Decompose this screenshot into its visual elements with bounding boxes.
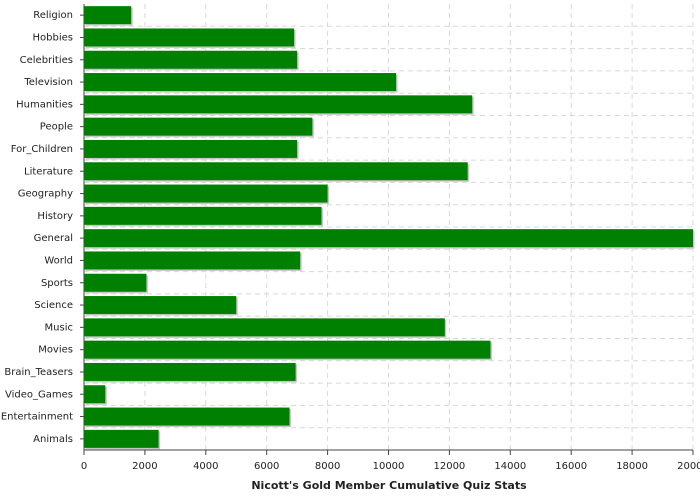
bar xyxy=(84,229,693,248)
y-tick-label: Religion xyxy=(33,10,73,21)
x-tick-label: 10000 xyxy=(373,461,405,472)
bar xyxy=(84,184,328,203)
y-tick-label: Humanities xyxy=(16,99,73,110)
x-tick-label: 16000 xyxy=(555,461,587,472)
y-tick-label: Science xyxy=(34,300,73,311)
x-tick-label: 14000 xyxy=(494,461,526,472)
bar xyxy=(84,318,445,337)
y-tick-label: History xyxy=(37,211,73,222)
y-tick-label: Music xyxy=(45,322,73,333)
y-tick-label: People xyxy=(40,122,73,133)
bar xyxy=(84,6,132,25)
x-tick-label: 18000 xyxy=(616,461,648,472)
bar xyxy=(84,273,147,292)
bar xyxy=(84,139,298,158)
y-tick-label: Geography xyxy=(18,189,73,200)
x-axis-label: Nicott's Gold Member Cumulative Quiz Sta… xyxy=(251,479,527,492)
x-tick-label: 12000 xyxy=(433,461,465,472)
bar xyxy=(84,50,298,69)
y-tick-label: General xyxy=(34,233,73,244)
x-tick-label: 0 xyxy=(81,461,87,472)
y-tick-label: Entertainment xyxy=(1,412,73,423)
bar xyxy=(84,28,295,47)
y-tick-label: World xyxy=(44,255,73,266)
bar xyxy=(84,340,491,359)
x-tick-label: 2000 xyxy=(132,461,157,472)
y-tick-label: Hobbies xyxy=(33,32,73,43)
y-tick-label: Brain_Teasers xyxy=(4,367,73,378)
y-tick-label: Sports xyxy=(41,278,73,289)
bar xyxy=(84,429,159,448)
bar xyxy=(84,296,237,315)
bar xyxy=(84,73,397,92)
bar xyxy=(84,206,322,225)
y-tick-label: For_Children xyxy=(11,144,73,155)
bar xyxy=(84,251,301,270)
bar xyxy=(84,385,106,404)
x-tick-label: 4000 xyxy=(193,461,218,472)
y-tick-label: Animals xyxy=(33,434,73,445)
x-tick-label: 6000 xyxy=(254,461,279,472)
y-tick-label: Literature xyxy=(24,166,73,177)
y-tick-label: Video_Games xyxy=(5,389,73,400)
bar xyxy=(84,407,290,426)
y-tick-label: Television xyxy=(23,77,73,88)
bar xyxy=(84,162,468,181)
bar xyxy=(84,362,296,381)
y-tick-label: Movies xyxy=(38,345,73,356)
x-tick-label: 20000 xyxy=(677,461,700,472)
y-tick-label: Celebrities xyxy=(20,55,73,66)
x-tick-label: 8000 xyxy=(315,461,340,472)
bar xyxy=(84,95,473,114)
bar xyxy=(84,117,313,136)
